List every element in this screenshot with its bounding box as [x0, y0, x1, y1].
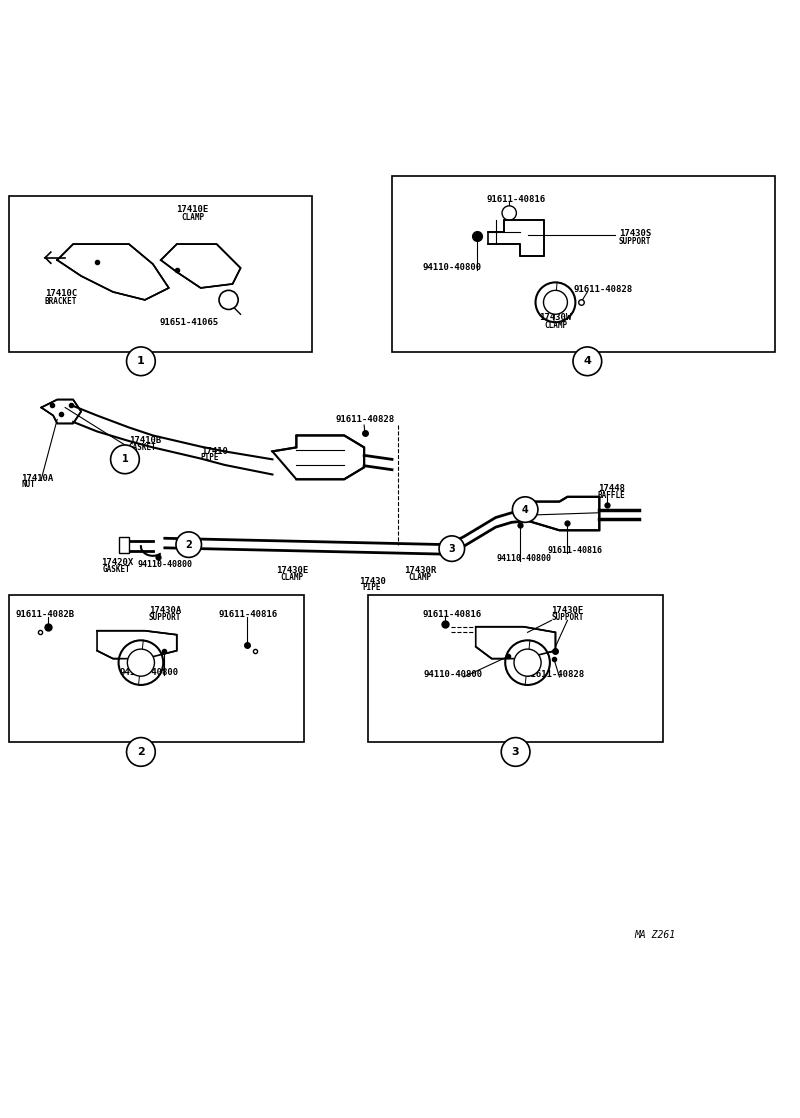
- Circle shape: [506, 641, 550, 685]
- Bar: [368, 595, 663, 742]
- Text: 91611-40816: 91611-40816: [548, 546, 603, 555]
- Text: SUPPORT: SUPPORT: [619, 237, 651, 246]
- Text: 2: 2: [186, 540, 192, 550]
- Bar: [10, 197, 312, 352]
- Text: CLAMP: CLAMP: [281, 572, 304, 581]
- Text: PIPE: PIPE: [363, 584, 382, 593]
- Text: 91611-40828: 91611-40828: [574, 285, 633, 294]
- Text: 94110-40800: 94110-40800: [138, 560, 192, 569]
- Circle shape: [513, 496, 538, 522]
- Text: 17430F: 17430F: [551, 606, 583, 615]
- Text: 91611-40828: 91611-40828: [335, 415, 394, 424]
- Text: 17430: 17430: [358, 577, 386, 586]
- Text: 17410: 17410: [201, 447, 227, 456]
- Text: 94110-40800: 94110-40800: [496, 553, 551, 562]
- Text: GASKET: GASKET: [103, 565, 131, 574]
- Text: 91611-4082B: 91611-4082B: [16, 610, 74, 619]
- Polygon shape: [527, 496, 599, 530]
- Polygon shape: [476, 627, 555, 659]
- Circle shape: [219, 291, 238, 310]
- Circle shape: [543, 291, 567, 314]
- Circle shape: [127, 650, 154, 676]
- Bar: [119, 537, 129, 552]
- Text: 3: 3: [449, 543, 455, 553]
- Text: 4: 4: [522, 504, 529, 514]
- Text: SUPPORT: SUPPORT: [149, 614, 181, 623]
- Text: GASKET: GASKET: [129, 443, 157, 452]
- Text: BAFFLE: BAFFLE: [598, 491, 625, 500]
- Bar: [10, 595, 304, 742]
- Bar: [392, 177, 774, 352]
- Polygon shape: [273, 435, 364, 480]
- Polygon shape: [488, 220, 543, 256]
- Text: CLAMP: CLAMP: [181, 214, 204, 222]
- Text: 3: 3: [512, 747, 519, 757]
- Text: 1: 1: [122, 454, 128, 464]
- Text: 94110-40800: 94110-40800: [422, 264, 482, 273]
- Text: 91611-40828: 91611-40828: [526, 670, 585, 679]
- Text: 91611-40816: 91611-40816: [422, 610, 482, 619]
- Text: BRACKET: BRACKET: [45, 297, 78, 306]
- Circle shape: [439, 536, 465, 561]
- Circle shape: [118, 641, 163, 685]
- Circle shape: [514, 650, 541, 676]
- Text: SUPPORT: SUPPORT: [551, 614, 584, 623]
- Text: 17430E: 17430E: [276, 567, 309, 576]
- Text: 17410E: 17410E: [177, 206, 209, 215]
- Text: 1: 1: [137, 357, 145, 367]
- Polygon shape: [42, 399, 81, 424]
- Text: 4: 4: [583, 357, 591, 367]
- Text: 17410B: 17410B: [129, 436, 161, 445]
- Polygon shape: [97, 631, 177, 659]
- Text: PIPE: PIPE: [201, 453, 219, 462]
- Text: CLAMP: CLAMP: [408, 572, 431, 581]
- Text: 17410C: 17410C: [45, 288, 78, 297]
- Circle shape: [110, 445, 139, 474]
- Circle shape: [502, 206, 516, 220]
- Circle shape: [573, 347, 602, 376]
- Text: 91611-40816: 91611-40816: [486, 195, 545, 203]
- Polygon shape: [57, 244, 169, 300]
- Text: 17430W: 17430W: [539, 313, 571, 322]
- Text: 17430S: 17430S: [619, 229, 651, 238]
- Text: 94110-40800: 94110-40800: [424, 670, 483, 679]
- Circle shape: [126, 738, 155, 766]
- Polygon shape: [161, 244, 241, 288]
- Text: 17420X: 17420X: [101, 558, 133, 567]
- Text: NUT: NUT: [22, 481, 35, 490]
- Text: 91651-41065: 91651-41065: [159, 319, 218, 328]
- Text: 91611-40816: 91611-40816: [219, 610, 278, 619]
- Circle shape: [535, 283, 575, 322]
- Text: 17448: 17448: [598, 484, 625, 493]
- Text: 17410A: 17410A: [22, 474, 54, 483]
- Text: 94110-40800: 94110-40800: [119, 667, 178, 676]
- Circle shape: [176, 532, 202, 558]
- Text: 17430A: 17430A: [149, 606, 181, 615]
- Circle shape: [502, 738, 530, 766]
- Text: CLAMP: CLAMP: [544, 321, 567, 330]
- Circle shape: [126, 347, 155, 376]
- Text: 17430R: 17430R: [404, 567, 436, 576]
- Text: MA Z261: MA Z261: [634, 930, 676, 940]
- Text: 2: 2: [137, 747, 145, 757]
